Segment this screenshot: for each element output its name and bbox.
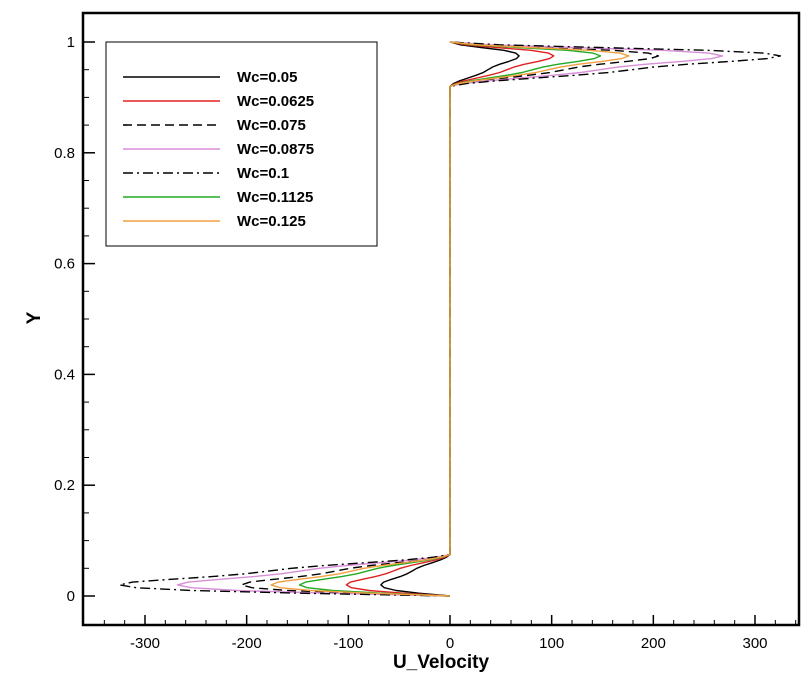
x-tick-label: -200 xyxy=(232,635,262,652)
y-tick-label: 1 xyxy=(67,34,75,51)
series-layer xyxy=(118,41,782,597)
x-tick-label: 100 xyxy=(539,635,564,652)
x-tick-label: -100 xyxy=(333,635,363,652)
y-axis-title: Y xyxy=(24,311,45,324)
x-tick-label: 0 xyxy=(446,635,454,652)
legend-label: Wc=0.125 xyxy=(237,213,306,230)
y-tick-label: 0.2 xyxy=(54,477,75,494)
legend-label: Wc=0.05 xyxy=(237,69,297,86)
legend-item: Wc=0.075 xyxy=(123,117,306,134)
legend-item: Wc=0.05 xyxy=(123,69,297,86)
legend-label: Wc=0.075 xyxy=(237,117,306,134)
legend-item: Wc=0.125 xyxy=(123,213,306,230)
legend-box xyxy=(105,41,378,247)
y-tick-label: 0.4 xyxy=(54,366,75,383)
y-tick-label: 0.8 xyxy=(54,145,75,162)
series-line-3 xyxy=(240,41,660,597)
legend-item: Wc=0.0875 xyxy=(123,141,314,158)
legend-item: Wc=0.0625 xyxy=(123,93,314,110)
legend-item: Wc=0.1125 xyxy=(123,189,313,206)
legend-label: Wc=0.1 xyxy=(237,165,289,182)
legend-item: Wc=0.1 xyxy=(123,165,289,182)
y-tick-label: 0.6 xyxy=(54,256,75,273)
x-tick-label: 300 xyxy=(742,635,767,652)
series-line-5 xyxy=(118,41,782,597)
y-tick-label: 0 xyxy=(67,588,75,605)
legend: Wc=0.05 Wc=0.0625 Wc=0.075 Wc=0.0875 Wc=0.1 W… xyxy=(105,41,378,247)
legend-label: Wc=0.0625 xyxy=(237,93,314,110)
series-line-7 xyxy=(270,41,630,597)
legend-items: Wc=0.05 Wc=0.0625 Wc=0.075 Wc=0.0875 Wc=0.1 W… xyxy=(123,69,314,230)
x-axis-title: U_Velocity xyxy=(393,652,490,673)
x-tick-label: 200 xyxy=(641,635,666,652)
legend-label: Wc=0.0875 xyxy=(237,141,314,158)
tick-layer: -300 -200 -100 0 100 200 300 0 0.2 0.4 0.6 0.8 1 xyxy=(54,34,797,652)
x-tick-label: -300 xyxy=(130,635,160,652)
legend-label: Wc=0.1125 xyxy=(237,189,313,206)
